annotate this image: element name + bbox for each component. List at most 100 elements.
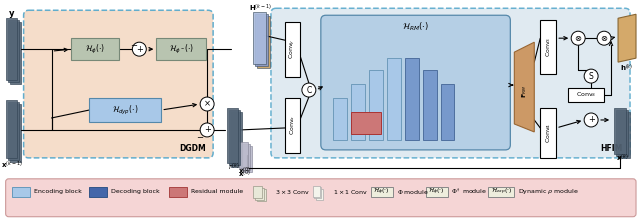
Text: $\Phi$ module: $\Phi$ module [397, 188, 429, 196]
Bar [333, 98, 347, 140]
Text: Conv$_x$: Conv$_x$ [288, 115, 297, 135]
Bar [229, 110, 240, 165]
Bar [255, 14, 268, 66]
Text: Conv$_S$: Conv$_S$ [576, 91, 596, 99]
Bar [10, 104, 20, 162]
Bar [257, 16, 270, 68]
Bar [387, 58, 401, 140]
Text: C: C [307, 86, 312, 95]
Bar [426, 187, 447, 197]
Text: $\mathcal{H}_{\phi^-}(\cdot)$: $\mathcal{H}_{\phi^-}(\cdot)$ [168, 43, 194, 56]
Text: Encoding block: Encoding block [33, 189, 81, 194]
Text: $\mathbf{x}^{(0)}$: $\mathbf{x}^{(0)}$ [239, 169, 252, 181]
Bar [241, 144, 250, 170]
Bar [6, 100, 17, 158]
Text: S: S [589, 72, 593, 81]
Bar [8, 20, 19, 82]
Text: Conv$_y$: Conv$_y$ [287, 39, 298, 59]
Text: $\mathcal{H}_{exp}(\cdot)$: $\mathcal{H}_{exp}(\cdot)$ [490, 187, 512, 197]
Circle shape [302, 83, 316, 97]
FancyBboxPatch shape [6, 179, 636, 217]
Text: $\mathbf{H}^{(k-1)}$: $\mathbf{H}^{(k-1)}$ [250, 3, 273, 14]
Bar [255, 188, 264, 200]
Bar [371, 187, 393, 197]
Text: $\mathbf{h}^{(k)}$: $\mathbf{h}^{(k)}$ [620, 63, 634, 74]
Bar [243, 146, 252, 172]
Circle shape [200, 123, 214, 137]
Text: Conv$_3$: Conv$_3$ [544, 37, 553, 57]
Text: +: + [136, 45, 143, 54]
Bar [12, 187, 29, 197]
Text: $\mathbf{y}$: $\mathbf{y}$ [8, 9, 15, 20]
Circle shape [597, 31, 611, 45]
Bar [6, 18, 17, 80]
Bar [90, 98, 161, 122]
Text: $-$: $-$ [196, 131, 204, 140]
FancyBboxPatch shape [24, 10, 213, 158]
Text: $3\times3$ Conv: $3\times3$ Conv [275, 188, 310, 196]
Text: DGDM: DGDM [179, 144, 206, 153]
Text: HFIM: HFIM [601, 144, 623, 153]
FancyBboxPatch shape [321, 15, 510, 150]
Bar [540, 108, 556, 158]
Text: $\mathbf{F}_{RM}$: $\mathbf{F}_{RM}$ [520, 85, 529, 97]
Bar [369, 70, 383, 140]
Text: +: + [588, 116, 595, 124]
Bar [253, 12, 266, 64]
Bar [618, 112, 630, 158]
Text: $1\times1$ Conv: $1\times1$ Conv [333, 188, 368, 196]
Bar [227, 108, 238, 163]
Bar [285, 98, 300, 153]
Bar [90, 187, 108, 197]
Text: $r^{(k)}$: $r^{(k)}$ [228, 161, 240, 173]
Text: $\mathbf{x}^{(k-1)}$: $\mathbf{x}^{(k-1)}$ [1, 159, 22, 171]
Bar [313, 186, 320, 197]
Bar [351, 112, 381, 134]
Bar [616, 110, 628, 156]
Text: Residual module: Residual module [191, 189, 243, 194]
Bar [540, 20, 556, 74]
Text: Dynamic $\rho$ module: Dynamic $\rho$ module [518, 187, 579, 196]
Bar [316, 189, 323, 200]
Bar [404, 58, 419, 140]
Text: $\otimes$: $\otimes$ [574, 34, 582, 43]
Bar [614, 108, 626, 154]
Circle shape [200, 97, 214, 111]
Text: $\mathcal{H}_{dyp}(\cdot)$: $\mathcal{H}_{dyp}(\cdot)$ [112, 103, 138, 116]
Bar [231, 112, 242, 167]
Text: $-$: $-$ [131, 39, 138, 48]
Bar [253, 186, 262, 198]
Text: +: + [204, 126, 211, 134]
Bar [422, 70, 436, 140]
Text: $\mathcal{H}_{RM}(\cdot)$: $\mathcal{H}_{RM}(\cdot)$ [402, 21, 429, 33]
Text: Decoding block: Decoding block [111, 189, 160, 194]
Text: Conv$_4$: Conv$_4$ [544, 123, 553, 143]
Bar [285, 22, 300, 77]
Circle shape [584, 69, 598, 83]
Bar [8, 102, 19, 160]
Text: $\mathcal{H}_\phi(\cdot)$: $\mathcal{H}_\phi(\cdot)$ [428, 187, 445, 197]
Bar [239, 142, 248, 168]
Polygon shape [515, 42, 534, 132]
Text: $\mathbf{x}^{(0)}$: $\mathbf{x}^{(0)}$ [239, 166, 252, 177]
Polygon shape [618, 14, 636, 62]
Bar [156, 38, 206, 60]
Bar [351, 84, 365, 140]
Text: $\mathbf{x}^{(k)}$: $\mathbf{x}^{(k)}$ [616, 152, 628, 164]
Text: $\mathcal{H}_\phi(\cdot)$: $\mathcal{H}_\phi(\cdot)$ [86, 43, 106, 56]
Bar [488, 187, 515, 197]
Bar [169, 187, 187, 197]
Circle shape [584, 113, 598, 127]
Text: $\otimes$: $\otimes$ [600, 34, 608, 43]
FancyBboxPatch shape [271, 8, 630, 158]
Bar [314, 187, 321, 198]
Text: $\times$: $\times$ [203, 99, 211, 109]
Bar [440, 84, 454, 140]
Text: $\Phi^\dagger$ module: $\Phi^\dagger$ module [451, 187, 488, 196]
Bar [568, 88, 604, 102]
Text: $\mathcal{H}_\phi(\cdot)$: $\mathcal{H}_\phi(\cdot)$ [373, 187, 390, 197]
Circle shape [571, 31, 585, 45]
Circle shape [132, 42, 147, 56]
Bar [72, 38, 120, 60]
Bar [257, 189, 266, 201]
